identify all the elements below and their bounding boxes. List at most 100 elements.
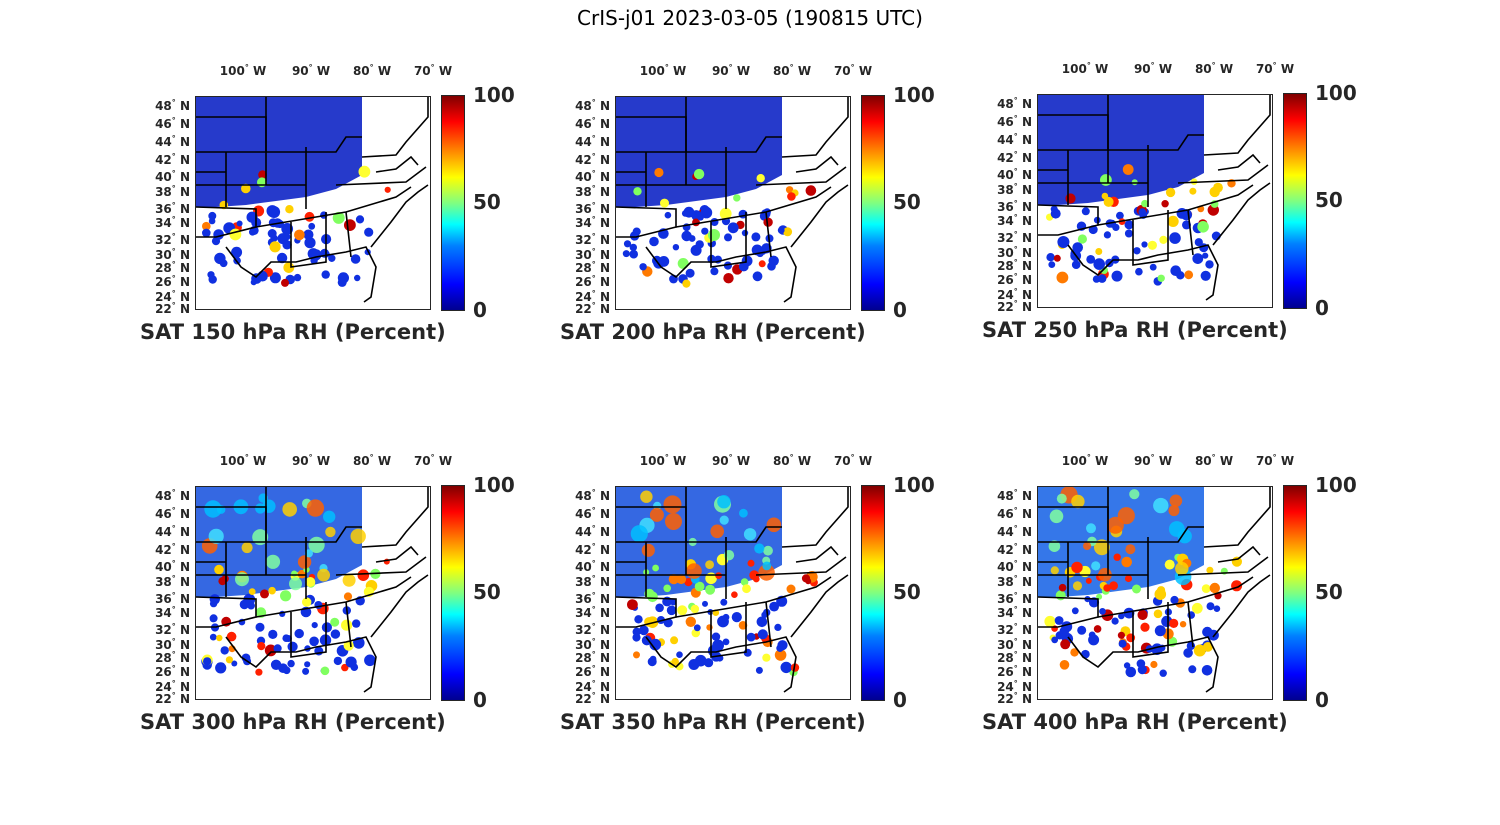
latitude-tick-label: 48° N — [575, 488, 610, 503]
colorbar-tick-max: 100 — [893, 473, 935, 497]
rh-map[interactable] — [195, 486, 431, 700]
rh-patch — [1050, 566, 1059, 575]
latitude-tick-label: 28° N — [997, 258, 1032, 273]
rh-patch — [763, 545, 773, 556]
rh-point — [1051, 636, 1059, 644]
rh-point — [1159, 669, 1167, 677]
rh-patch — [1169, 494, 1183, 508]
rh-point — [1169, 618, 1179, 628]
rh-point — [738, 621, 748, 630]
colorbar-tick-min: 0 — [1315, 688, 1329, 712]
latitude-tick-label: 34° N — [575, 215, 610, 230]
rh-map[interactable] — [1037, 94, 1273, 308]
latitude-tick-label: 40° N — [575, 559, 610, 574]
colorbar-tick-min: 0 — [473, 688, 487, 712]
latitude-tick-label: 24° N — [155, 289, 190, 304]
rh-point — [304, 237, 316, 249]
rh-point — [255, 668, 263, 676]
rh-point — [658, 256, 670, 267]
latitude-tick-label: 48° N — [155, 488, 190, 503]
colorbar — [861, 95, 885, 311]
rh-map[interactable] — [615, 96, 851, 310]
rh-point — [226, 631, 237, 642]
rh-point — [236, 220, 243, 227]
rh-point — [1103, 196, 1114, 207]
rh-patch — [758, 564, 775, 581]
rh-point — [209, 633, 217, 641]
rh-point — [1101, 192, 1109, 200]
rh-point — [741, 229, 749, 237]
latitude-tick-labels: 48° N 46° N 44° N 42° N 40° N 38° N 36° N 34° N… — [560, 62, 610, 322]
state-boundary — [1067, 244, 1219, 301]
rh-point — [664, 211, 672, 219]
rh-point — [309, 636, 319, 647]
rh-point — [344, 219, 356, 231]
rh-point — [751, 232, 761, 242]
rh-point — [762, 653, 771, 662]
rh-patch — [1071, 494, 1085, 509]
rh-point — [328, 254, 336, 262]
rh-patch — [743, 528, 757, 541]
rh-point — [257, 642, 266, 651]
latitude-tick-labels: 48° N 46° N 44° N 42° N 40° N 38° N 36° N 34° N… — [982, 452, 1032, 712]
rh-point — [1077, 234, 1087, 244]
rh-point — [1113, 553, 1121, 561]
latitude-tick-label: 30° N — [155, 247, 190, 262]
longitude-tick-label: 90° W — [291, 63, 331, 78]
latitude-tick-label: 32° N — [575, 622, 610, 637]
state-boundary — [225, 636, 377, 693]
map-panel: 100° W 90° W 80° W 70° W 48° N 46° N 44° N 42° … — [982, 452, 1362, 752]
rh-point — [641, 635, 652, 646]
latitude-tick-label: 30° N — [575, 247, 610, 262]
latitude-tick-label: 38° N — [575, 574, 610, 589]
rh-patch — [630, 525, 648, 543]
rh-point — [345, 656, 357, 668]
rh-point — [780, 661, 792, 674]
rh-map[interactable] — [195, 96, 431, 310]
longitude-tick-label: 80° W — [352, 63, 392, 78]
rh-point — [786, 584, 796, 594]
state-boundary — [1203, 95, 1271, 156]
rh-point — [694, 654, 707, 667]
rh-point — [282, 634, 290, 642]
rh-patch — [1168, 521, 1185, 537]
rh-patch — [350, 528, 366, 544]
state-boundary — [196, 487, 306, 576]
rh-point — [304, 661, 311, 668]
latitude-tick-label: 26° N — [997, 664, 1032, 679]
rh-point — [1154, 588, 1167, 600]
longitude-tick-label: 100° W — [219, 453, 267, 468]
rh-point — [758, 260, 766, 268]
latitude-tick-label: 24° N — [155, 679, 190, 694]
longitude-tick-label: 100° W — [1061, 61, 1109, 76]
rh-point — [1100, 174, 1112, 186]
longitude-tick-label: 70° W — [413, 453, 453, 468]
rh-point — [1165, 187, 1176, 198]
colorbar-tick-mid: 50 — [893, 580, 921, 604]
rh-point — [1086, 255, 1096, 264]
rh-point — [693, 624, 701, 632]
rh-point — [1050, 205, 1058, 213]
colorbar-tick-mid: 50 — [473, 580, 501, 604]
latitude-tick-label: 42° N — [997, 542, 1032, 557]
rh-point — [1095, 248, 1103, 255]
rh-point — [1118, 639, 1127, 648]
latitude-tick-label: 42° N — [155, 152, 190, 167]
latitude-tick-label: 26° N — [155, 274, 190, 289]
rh-point — [281, 278, 289, 287]
colorbar-tick-max: 100 — [893, 83, 935, 107]
rh-map[interactable] — [615, 486, 851, 700]
map-panel: 100° W 90° W 80° W 70° W 48° N 46° N 44° N 42° … — [982, 60, 1362, 360]
rh-map[interactable] — [1037, 486, 1273, 700]
rh-point — [1055, 590, 1066, 601]
longitude-tick-label: 80° W — [1194, 61, 1234, 76]
rh-point — [258, 170, 267, 180]
rh-patch — [719, 515, 729, 525]
rh-point — [752, 271, 763, 282]
latitude-tick-label: 22° N — [997, 299, 1032, 314]
rh-patch — [1153, 497, 1169, 514]
rh-point — [647, 657, 657, 667]
rh-point — [1122, 164, 1134, 175]
rh-point — [1164, 559, 1175, 570]
rh-point — [1071, 561, 1083, 574]
